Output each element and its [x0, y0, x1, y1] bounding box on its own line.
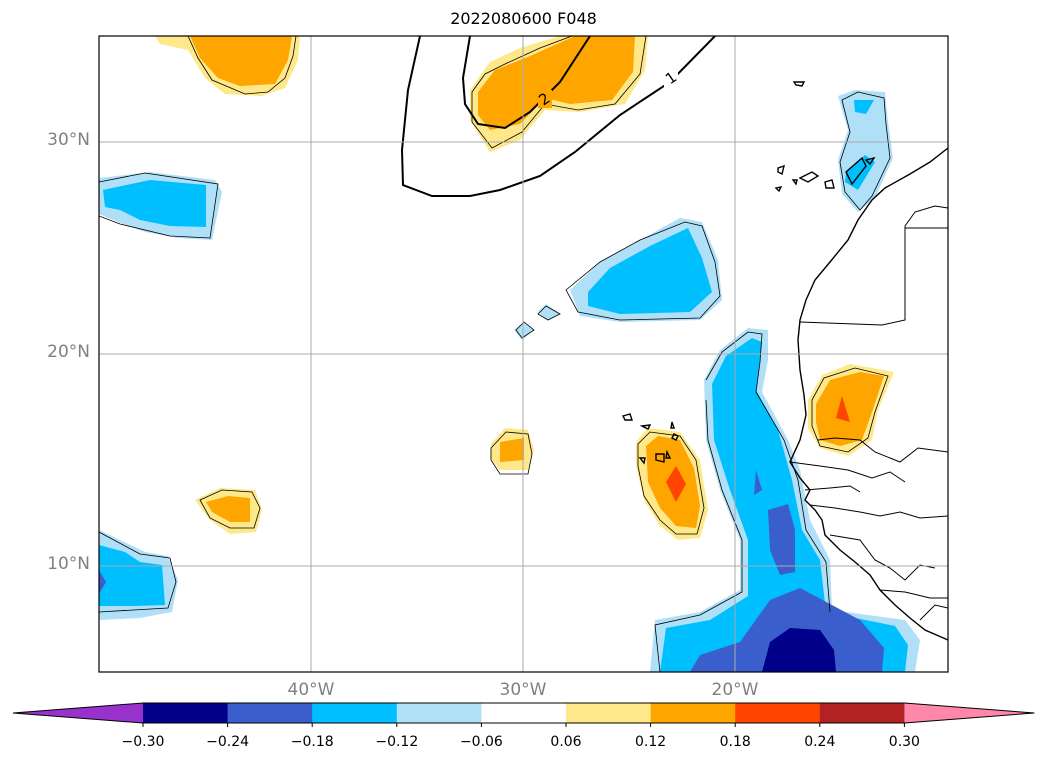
- outline-contour: [199, 489, 261, 529]
- cape-verde-island: [621, 413, 633, 421]
- map-content: 2 1: [99, 36, 948, 672]
- anomaly-blob: [190, 36, 292, 86]
- contour-label-bg: [538, 90, 552, 108]
- anomaly-blob: [845, 155, 875, 190]
- outline-contour: [565, 221, 721, 321]
- colorbar-tick-label: −0.30: [121, 734, 165, 750]
- outline-contour: [471, 36, 647, 149]
- cape-verde-island: [671, 433, 679, 441]
- outline-contour: [637, 431, 705, 535]
- anomaly-blob: [854, 100, 874, 114]
- lat-label-30n: 30°N: [47, 130, 90, 150]
- colorbar-segment: [396, 703, 482, 723]
- country-borders: [789, 205, 948, 621]
- colorbar-tick-label: −0.12: [375, 734, 419, 750]
- colorbar-tick-label: −0.24: [206, 734, 250, 750]
- thick-contours: [400, 36, 716, 197]
- cape-verde-island: [655, 453, 665, 463]
- outline-contour: [490, 431, 533, 475]
- border: [804, 485, 861, 493]
- cape-verde-island: [670, 421, 675, 429]
- colorbar-extend-min: [13, 703, 143, 723]
- anomaly-blob: [478, 36, 635, 130]
- anomaly-blob: [500, 438, 524, 462]
- contour-line-1: [400, 36, 716, 197]
- lat-label-20n: 20°N: [47, 342, 90, 362]
- canary-island: [777, 164, 785, 176]
- anomaly-blob: [768, 504, 795, 575]
- filled-contours: [99, 36, 920, 672]
- colorbar-tick-label: 0.12: [635, 734, 667, 750]
- canary-island: [845, 156, 867, 186]
- anomaly-blob: [666, 466, 686, 502]
- cape-verde-island: [665, 449, 672, 459]
- canary-island: [864, 156, 876, 166]
- border: [799, 205, 948, 326]
- border: [919, 604, 948, 621]
- colorbar-segment: [566, 703, 652, 723]
- colorbar-tick-label: 0.30: [888, 734, 920, 750]
- anomaly-blob: [754, 470, 762, 495]
- anomaly-blob: [690, 588, 884, 672]
- border: [817, 437, 948, 463]
- outline-contour: [811, 367, 889, 453]
- colorbar-extend-max: [904, 703, 1035, 723]
- anomaly-blob: [660, 338, 908, 672]
- colorbar-segment: [481, 703, 567, 723]
- anomaly-blob: [762, 628, 836, 672]
- colorbar-segment: [312, 703, 398, 723]
- gridlines: [99, 36, 948, 672]
- canary-island: [774, 186, 783, 193]
- lon-label-30w: 30°W: [499, 680, 547, 700]
- outline-contour: [515, 321, 535, 339]
- cape-verde-island: [639, 424, 652, 430]
- lon-label-20w: 20°W: [711, 680, 759, 700]
- anomaly-blob: [206, 496, 250, 522]
- outline-contour: [99, 172, 219, 239]
- canary-island: [791, 179, 798, 186]
- colorbar-tick-label: 0.24: [804, 734, 836, 750]
- madeira-island: [792, 81, 806, 87]
- colorbar-segment: [227, 703, 313, 723]
- outline-contour: [99, 531, 177, 613]
- contour-label-bg: [664, 68, 678, 88]
- outline-contour: [705, 331, 831, 613]
- border: [809, 504, 948, 519]
- colorbar-segment: [819, 703, 905, 723]
- coastlines: [621, 81, 948, 641]
- colorbar-segment: [143, 703, 229, 723]
- colorbar-segment: [735, 703, 821, 723]
- outline-contour: [537, 305, 561, 321]
- chart-title: 2022080600 F048: [450, 9, 597, 28]
- canary-island: [798, 171, 820, 183]
- lat-label-10n: 10°N: [47, 554, 90, 574]
- border: [789, 461, 906, 483]
- lon-label-40w: 40°W: [287, 680, 335, 700]
- anomaly-blob: [816, 372, 884, 446]
- anomaly-blob: [99, 545, 165, 606]
- colorbar-tick-label: −0.18: [290, 734, 334, 750]
- colorbar: [12, 702, 1035, 727]
- contour-line-2: [461, 36, 591, 130]
- anomaly-blob: [99, 570, 106, 594]
- anomaly-blob: [588, 228, 712, 314]
- colorbar-tick-label: 0.18: [719, 734, 751, 750]
- colorbar-segment: [650, 703, 736, 723]
- colorbar-tick-label: 0.06: [550, 734, 582, 750]
- outline-contour: [839, 91, 891, 211]
- border: [829, 534, 936, 581]
- outline-contour: [187, 36, 297, 95]
- africa-coast: [789, 147, 948, 641]
- anomaly-blob: [836, 396, 850, 422]
- colorbar-tick-label: −0.06: [459, 734, 503, 750]
- anomaly-blob: [103, 180, 206, 227]
- canary-island: [824, 179, 835, 189]
- map-frame: [98, 35, 949, 673]
- cape-verde-island: [638, 457, 646, 465]
- border: [879, 589, 948, 599]
